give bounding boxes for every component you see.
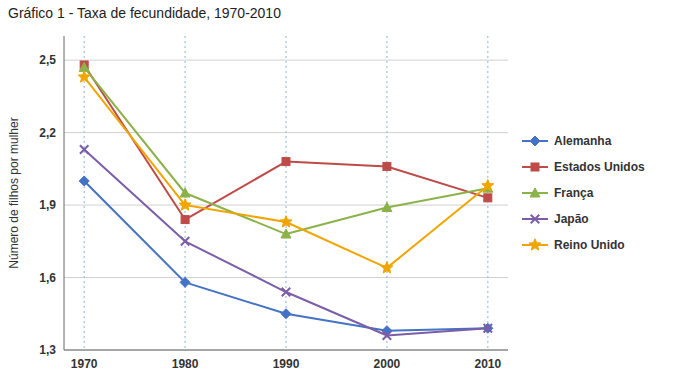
chart-svg: Gráfico 1 - Taxa de fecundidade, 1970-20… <box>0 0 677 386</box>
y-tick-label: 1,3 <box>39 343 56 357</box>
data-point <box>383 331 392 340</box>
data-point <box>181 237 190 246</box>
legend-item: Reino Unido <box>522 238 625 252</box>
legend-marker <box>531 163 539 171</box>
y-tick-label: 1,6 <box>39 271 56 285</box>
data-point <box>78 71 90 82</box>
x-grid-line <box>285 36 286 350</box>
x-tick-label: 1990 <box>273 357 300 371</box>
data-point <box>80 145 89 154</box>
x-tick-label: 2000 <box>374 357 401 371</box>
data-point <box>383 162 391 170</box>
data-point <box>180 277 190 287</box>
series <box>78 71 494 273</box>
legend-item: França <box>522 186 594 200</box>
data-point <box>381 262 393 273</box>
data-point <box>181 216 189 224</box>
y-grid-line <box>64 205 508 206</box>
series-line <box>84 67 488 234</box>
legend-label: Estados Unidos <box>554 160 645 174</box>
chart-title: Gráfico 1 - Taxa de fecundidade, 1970-20… <box>8 5 281 21</box>
series <box>80 145 492 339</box>
legend-item: Japão <box>522 212 589 226</box>
legend-marker <box>530 136 540 146</box>
data-point <box>280 216 292 227</box>
data-point <box>282 158 290 166</box>
data-point <box>79 176 89 186</box>
legend-label: Alemanha <box>554 134 612 148</box>
x-grid-line <box>487 36 488 350</box>
y-tick-label: 1,9 <box>39 198 56 212</box>
x-grid-line <box>386 36 387 350</box>
y-axis-label: Número de filhos por mulher <box>7 117 21 268</box>
grid <box>64 36 508 350</box>
legend-marker <box>530 188 540 197</box>
x-tick-label: 1970 <box>71 357 98 371</box>
y-axis-line <box>64 36 65 350</box>
x-grid-line <box>84 36 85 350</box>
data-point <box>382 202 392 211</box>
data-point <box>282 288 291 297</box>
legend: Alemanha Estados Unidos França Japão Reino U… <box>522 134 645 252</box>
data-point <box>484 324 493 333</box>
plot-area <box>78 61 494 340</box>
y-grid-line <box>64 60 508 61</box>
data-point <box>281 229 291 238</box>
legend-label: Reino Unido <box>554 238 625 252</box>
series-line <box>84 150 488 336</box>
data-point <box>281 309 291 319</box>
legend-marker <box>529 239 541 250</box>
legend-item: Estados Unidos <box>522 160 645 174</box>
y-tick-label: 2,5 <box>39 53 56 67</box>
chart-container: Gráfico 1 - Taxa de fecundidade, 1970-20… <box>0 0 677 386</box>
y-grid-line <box>64 350 508 351</box>
data-point <box>179 199 191 210</box>
series-line <box>84 77 488 268</box>
x-tick-label: 1980 <box>172 357 199 371</box>
data-point <box>482 180 494 191</box>
legend-label: França <box>554 186 594 200</box>
data-point <box>180 188 190 197</box>
legend-marker <box>531 215 540 224</box>
legend-label: Japão <box>554 212 589 226</box>
legend-item: Alemanha <box>522 134 612 148</box>
x-axis-line <box>64 350 508 351</box>
y-tick-label: 2,2 <box>39 126 56 140</box>
data-point <box>484 194 492 202</box>
x-tick-label: 2010 <box>474 357 501 371</box>
